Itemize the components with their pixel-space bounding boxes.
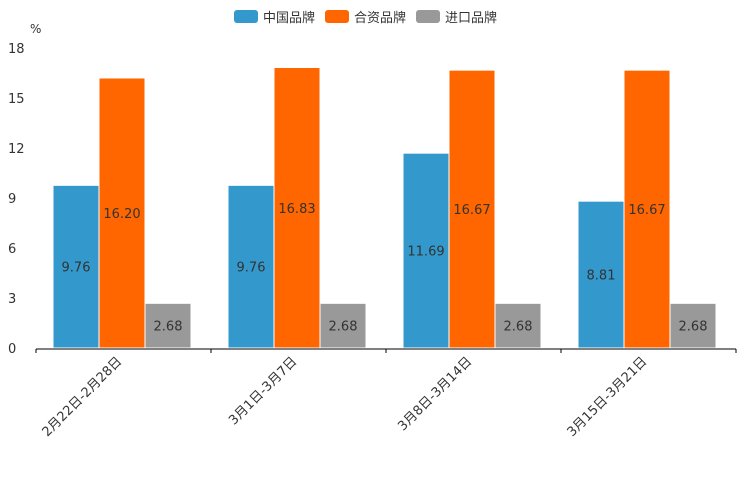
- legend-swatch-joint-venture-brand: [325, 10, 350, 23]
- legend-item-china-brand[interactable]: 中国品牌: [234, 7, 315, 26]
- legend-swatch-china-brand: [234, 10, 258, 23]
- bar-data-label: 9.76: [237, 261, 266, 276]
- bar-data-label: 2.68: [504, 320, 533, 335]
- y-tick-label: 0: [8, 342, 16, 357]
- x-tick-label: 3月1日-3月7日: [226, 354, 300, 428]
- x-tick-label: 3月8日-3月14日: [395, 354, 475, 434]
- bar-data-label: 2.68: [154, 320, 183, 335]
- bar: [623, 69, 671, 349]
- bar: [494, 302, 542, 349]
- legend-label-import-brand: 进口品牌: [445, 11, 498, 26]
- chart-legend: 中国品牌 合资品牌 进口品牌: [234, 7, 507, 26]
- x-tick-label: 2月22日-2月28日: [40, 354, 126, 440]
- y-tick-label: 9: [8, 192, 16, 207]
- bar-data-label: 16.20: [103, 207, 140, 222]
- x-tick-label: 3月15日-3月21日: [565, 354, 651, 440]
- bar: [319, 302, 367, 349]
- bar-data-label: 16.83: [278, 202, 315, 217]
- y-tick-label: 12: [8, 142, 25, 157]
- legend-swatch-import-brand: [416, 10, 441, 23]
- y-axis-unit-label: %: [30, 22, 42, 36]
- y-tick-label: 15: [8, 92, 25, 107]
- bar: [669, 302, 717, 349]
- bar-data-label: 16.67: [453, 203, 490, 218]
- bar: [144, 302, 192, 349]
- y-tick-label: 6: [8, 242, 16, 257]
- bar: [273, 67, 321, 349]
- bar-data-label: 2.68: [329, 320, 358, 335]
- legend-label-china-brand: 中国品牌: [263, 11, 316, 26]
- bar-data-label: 16.67: [628, 203, 665, 218]
- legend-label-joint-venture-brand: 合资品牌: [354, 11, 407, 26]
- y-tick-label: 3: [8, 292, 16, 307]
- bar: [577, 200, 625, 349]
- legend-item-joint-venture-brand[interactable]: 合资品牌: [325, 7, 406, 26]
- bar: [227, 184, 275, 349]
- legend-item-import-brand[interactable]: 进口品牌: [416, 7, 497, 26]
- bar-data-label: 11.69: [407, 245, 444, 260]
- bar: [52, 184, 100, 349]
- bar-data-label: 9.76: [62, 261, 91, 276]
- bar: [98, 77, 146, 349]
- bar: [448, 69, 496, 349]
- bar-data-label: 8.81: [587, 269, 616, 284]
- y-tick-label: 18: [8, 42, 25, 57]
- bar-data-label: 2.68: [679, 320, 708, 335]
